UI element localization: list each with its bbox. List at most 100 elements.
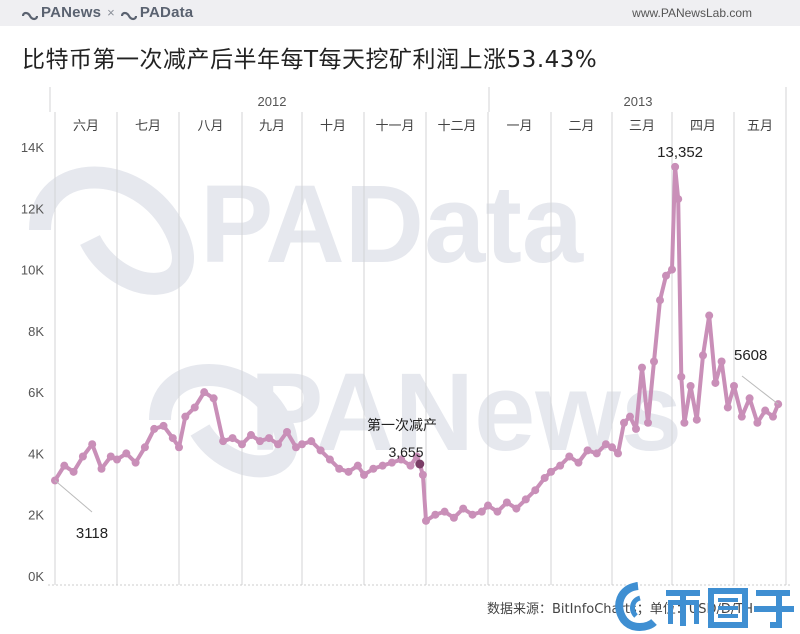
data-point bbox=[730, 382, 738, 391]
data-point bbox=[692, 415, 701, 424]
annotation-halving-value: 3,655 bbox=[388, 444, 423, 460]
chart-title: 比特币第一次减产后半年每T每天挖矿利润上涨53.43% bbox=[22, 47, 598, 73]
data-point bbox=[181, 412, 190, 421]
data-point bbox=[406, 461, 415, 470]
data-point bbox=[477, 507, 486, 516]
data-point bbox=[650, 357, 658, 366]
data-point bbox=[484, 501, 492, 510]
brand-separator: × bbox=[107, 5, 115, 20]
data-point bbox=[674, 195, 683, 204]
site-url: www.PANewsLab.com bbox=[632, 6, 752, 20]
y-tick-label: 6K bbox=[28, 385, 44, 400]
data-point bbox=[699, 351, 707, 360]
data-point bbox=[131, 458, 140, 467]
data-point bbox=[512, 504, 521, 513]
data-point bbox=[459, 504, 468, 513]
data-point bbox=[638, 363, 646, 372]
padata-watermark: PAData bbox=[200, 163, 584, 286]
data-point bbox=[150, 424, 159, 433]
data-point bbox=[78, 452, 87, 461]
data-point bbox=[88, 440, 97, 449]
data-point bbox=[468, 510, 477, 519]
data-point bbox=[298, 440, 306, 449]
data-point bbox=[753, 418, 762, 427]
month-label: 五月 bbox=[747, 119, 773, 134]
data-point bbox=[737, 412, 746, 421]
data-point bbox=[113, 455, 121, 464]
data-point bbox=[159, 421, 168, 430]
y-tick-label: 8K bbox=[28, 324, 44, 339]
data-point bbox=[219, 437, 228, 446]
month-label: 八月 bbox=[197, 119, 223, 134]
month-label: 九月 bbox=[259, 119, 285, 134]
y-tick-label: 10K bbox=[21, 263, 44, 278]
y-tick-label: 0K bbox=[28, 569, 44, 584]
brand-panews: PANews bbox=[41, 4, 102, 21]
data-point bbox=[583, 446, 592, 455]
data-point bbox=[662, 271, 670, 280]
month-label: 十月 bbox=[320, 119, 346, 134]
data-point bbox=[283, 427, 291, 436]
data-point bbox=[200, 388, 209, 397]
month-label: 四月 bbox=[690, 119, 716, 134]
data-point bbox=[360, 470, 368, 479]
data-point bbox=[190, 403, 199, 412]
header-bar: PANews × PAData www.PANewsLab.com bbox=[0, 0, 800, 26]
data-point bbox=[238, 440, 246, 449]
year-label-2012: 2012 bbox=[258, 94, 287, 109]
data-point bbox=[316, 446, 325, 455]
data-point bbox=[632, 424, 640, 433]
data-point bbox=[671, 162, 680, 171]
data-point bbox=[608, 443, 616, 452]
y-tick-label: 14K bbox=[21, 140, 44, 155]
data-point bbox=[397, 455, 406, 464]
data-point bbox=[228, 434, 237, 443]
data-point bbox=[274, 440, 282, 449]
brand: PANews × PAData bbox=[21, 4, 194, 21]
annotation-leader bbox=[741, 375, 779, 405]
data-point bbox=[521, 495, 530, 504]
data-point bbox=[209, 394, 218, 403]
data-point bbox=[247, 431, 255, 440]
halving-point bbox=[415, 459, 425, 469]
month-label: 一月 bbox=[506, 119, 532, 134]
padata-watermark-logo-icon bbox=[29, 166, 194, 295]
data-point bbox=[531, 486, 540, 495]
data-point bbox=[502, 498, 511, 507]
data-point bbox=[344, 467, 353, 476]
month-label: 十二月 bbox=[437, 119, 476, 134]
month-label: 三月 bbox=[629, 119, 655, 134]
data-point bbox=[97, 464, 106, 473]
data-point bbox=[644, 418, 652, 427]
data-point bbox=[656, 296, 664, 305]
brand-padata: PAData bbox=[139, 4, 194, 21]
month-label: 六月 bbox=[73, 119, 99, 134]
data-point bbox=[493, 507, 502, 516]
data-point bbox=[686, 382, 695, 391]
data-point bbox=[369, 464, 378, 473]
month-label: 二月 bbox=[568, 119, 594, 134]
data-point bbox=[614, 449, 622, 458]
data-point bbox=[761, 406, 770, 415]
bqz-watermark-logo-icon bbox=[615, 582, 794, 631]
data-point bbox=[677, 372, 686, 381]
annotation-end-value: 5608 bbox=[734, 347, 767, 364]
data-point bbox=[556, 461, 565, 470]
data-point bbox=[620, 418, 628, 427]
data-point bbox=[307, 437, 316, 446]
panews-watermark-logo-icon bbox=[149, 364, 298, 478]
data-point bbox=[668, 265, 676, 274]
data-point bbox=[106, 452, 115, 461]
padata-logo-icon bbox=[120, 8, 138, 20]
data-point bbox=[449, 513, 458, 522]
data-point bbox=[175, 443, 183, 452]
data-point bbox=[440, 507, 449, 516]
data-point bbox=[69, 467, 78, 476]
data-point bbox=[723, 403, 732, 412]
data-point bbox=[168, 434, 177, 443]
data-point bbox=[565, 452, 574, 461]
annotation-peak-value: 13,352 bbox=[657, 144, 703, 161]
data-point bbox=[705, 311, 714, 320]
data-point bbox=[717, 357, 726, 366]
data-point bbox=[292, 443, 300, 452]
